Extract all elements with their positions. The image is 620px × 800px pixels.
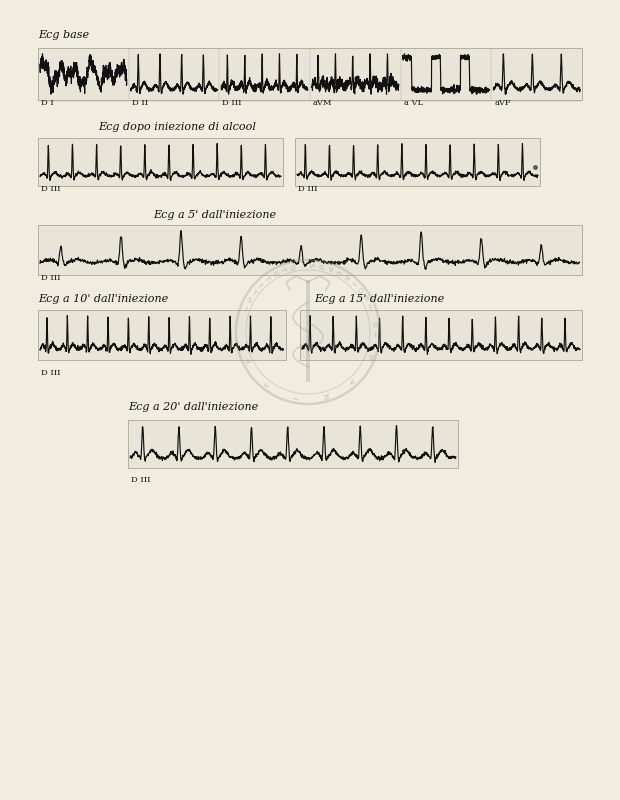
Text: T: T (264, 382, 272, 390)
Text: D III: D III (298, 185, 317, 193)
Text: ': ' (240, 329, 242, 335)
Text: a VL: a VL (404, 99, 423, 107)
Bar (300, 310, 582, 360)
Text: D I: D I (41, 99, 54, 107)
Text: U: U (316, 262, 323, 270)
Text: O: O (355, 285, 363, 293)
Text: D III: D III (223, 99, 242, 107)
Text: S: S (308, 262, 314, 268)
Text: R: R (361, 293, 369, 301)
Text: R: R (342, 273, 350, 281)
Text: T: T (250, 289, 258, 297)
Bar (38, 225, 582, 275)
Bar (38, 138, 283, 186)
Text: T: T (279, 266, 286, 274)
Text: aVF: aVF (494, 99, 511, 107)
Text: Ecg a 5' dall'iniezione: Ecg a 5' dall'iniezione (153, 210, 276, 220)
Text: Ecg dopo iniezione di alcool: Ecg dopo iniezione di alcool (98, 122, 256, 132)
Text: E: E (334, 268, 341, 275)
Text: A: A (244, 358, 252, 366)
Bar (38, 310, 286, 360)
Text: Ecg a 10' dall'iniezione: Ecg a 10' dall'iniezione (38, 294, 168, 304)
Text: aVM: aVM (313, 99, 332, 107)
Text: Ecg a 15' dall'iniezione: Ecg a 15' dall'iniezione (314, 294, 445, 304)
Text: D: D (371, 319, 378, 326)
Text: N: N (324, 393, 331, 400)
Text: I: I (293, 396, 299, 400)
Text: T: T (263, 275, 271, 283)
Bar (38, 48, 582, 100)
Bar (128, 420, 458, 468)
Bar (295, 138, 540, 186)
Text: I: I (257, 282, 263, 289)
Text: D III: D III (41, 274, 61, 282)
Text: E: E (366, 301, 373, 309)
Text: P: P (325, 265, 332, 272)
Text: Ecg base: Ecg base (38, 30, 89, 40)
Text: S: S (245, 297, 252, 305)
Text: I: I (243, 306, 247, 312)
Text: A: A (350, 377, 358, 385)
Text: I: I (350, 279, 356, 285)
Text: D III: D III (41, 185, 61, 193)
Text: O: O (288, 263, 296, 270)
Text: D II: D II (131, 99, 148, 107)
Text: S: S (368, 351, 374, 358)
Text: D III: D III (131, 476, 151, 484)
Text: U: U (270, 270, 278, 278)
Text: D III: D III (41, 369, 61, 377)
Text: Ecg a 20' dall'iniezione: Ecg a 20' dall'iniezione (128, 402, 259, 412)
Text: I: I (374, 329, 376, 335)
